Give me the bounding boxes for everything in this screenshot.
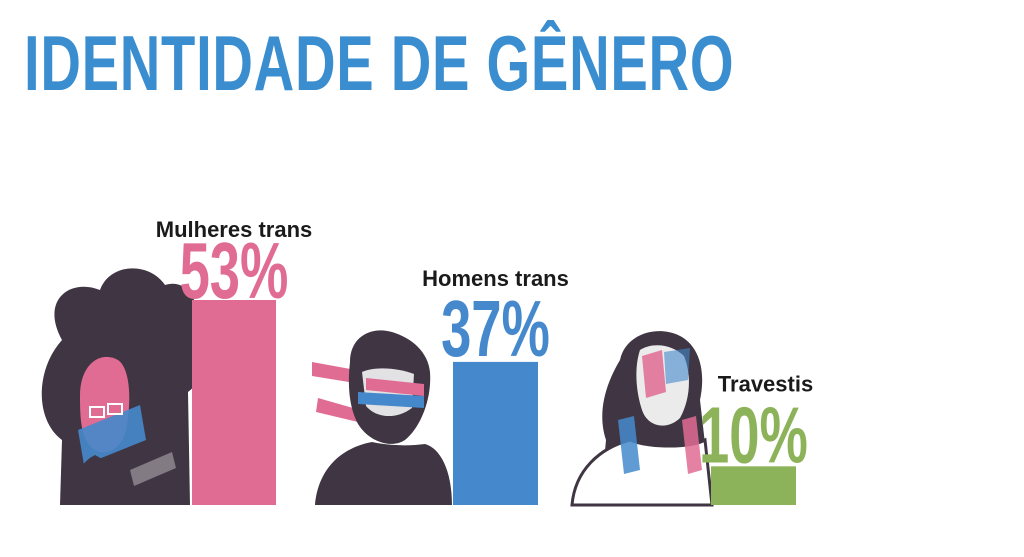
value-label-homens-trans: 37% — [441, 285, 550, 374]
bar-travestis — [711, 466, 796, 505]
category-label-mulheres-trans: Mulheres trans — [156, 217, 313, 242]
value-label-mulheres-trans: 53% — [180, 227, 289, 316]
value-labels-group: 53% 37% 10% — [180, 227, 808, 480]
bar-mulheres-trans — [192, 300, 276, 505]
category-labels-group: Mulheres trans Homens trans Travestis — [156, 217, 813, 396]
portrait-man-short-hair-icon — [312, 330, 452, 505]
bar-homens-trans — [453, 361, 538, 505]
chart-title: IDENTIDADE DE GÊNERO — [24, 19, 735, 107]
category-label-travestis: Travestis — [718, 371, 813, 396]
value-label-travestis: 10% — [699, 391, 808, 480]
category-label-homens-trans: Homens trans — [422, 266, 569, 291]
portrait-woman-afro-glasses-icon — [41, 268, 206, 505]
portrait-woman-long-hair-icon — [570, 331, 714, 507]
bars-group — [192, 300, 796, 505]
